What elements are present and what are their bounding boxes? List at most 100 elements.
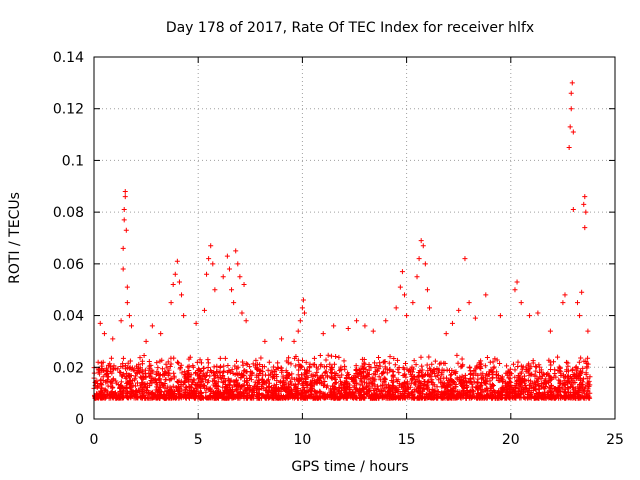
data-point — [241, 282, 247, 288]
data-point — [154, 371, 160, 377]
data-point — [357, 382, 363, 388]
data-point — [396, 370, 402, 376]
data-point — [395, 357, 401, 363]
data-point — [239, 372, 245, 378]
data-point — [408, 380, 414, 386]
data-point — [256, 387, 262, 393]
data-point — [405, 386, 411, 392]
data-point — [578, 355, 584, 361]
data-point — [448, 377, 454, 383]
data-point — [171, 355, 177, 361]
data-point — [583, 371, 589, 377]
data-point — [218, 363, 224, 369]
data-point — [545, 370, 551, 376]
data-point — [244, 369, 250, 375]
data-point — [162, 385, 168, 391]
data-point — [404, 313, 410, 319]
data-point — [115, 381, 121, 387]
data-point — [403, 374, 409, 380]
data-point — [213, 392, 219, 398]
data-point — [496, 388, 502, 394]
data-point — [296, 367, 302, 373]
data-point — [459, 373, 465, 379]
data-point — [271, 382, 277, 388]
data-point — [517, 377, 523, 383]
data-point — [122, 194, 128, 200]
data-point — [539, 384, 545, 390]
data-point — [100, 359, 106, 365]
data-point — [262, 372, 268, 378]
data-point — [466, 300, 472, 306]
data-point — [175, 379, 181, 385]
data-point — [95, 359, 101, 365]
data-point — [181, 313, 187, 319]
data-point — [187, 392, 193, 398]
data-point — [514, 384, 520, 390]
data-point — [163, 361, 169, 367]
data-point — [328, 365, 334, 371]
data-point — [136, 361, 142, 367]
data-point — [204, 369, 210, 375]
data-point — [322, 370, 328, 376]
data-point — [336, 354, 342, 360]
data-point — [100, 368, 106, 374]
data-point — [336, 385, 342, 391]
data-point — [146, 358, 152, 364]
data-point — [579, 289, 585, 295]
data-point — [199, 379, 205, 385]
data-point — [129, 378, 135, 384]
data-point — [432, 387, 438, 393]
data-point — [304, 381, 310, 387]
y-tick-label: 0.06 — [53, 257, 84, 273]
data-point — [226, 266, 232, 272]
data-point — [564, 367, 570, 373]
data-point — [404, 366, 410, 372]
data-point — [121, 207, 127, 213]
data-point — [354, 318, 360, 324]
data-point — [375, 383, 381, 389]
data-point — [247, 372, 253, 378]
data-point — [343, 395, 349, 401]
data-point — [309, 377, 315, 383]
data-point — [488, 387, 494, 393]
data-point — [408, 371, 414, 377]
data-point — [563, 389, 569, 395]
data-point — [418, 238, 424, 244]
data-point — [159, 366, 165, 372]
data-point — [231, 379, 237, 385]
data-point — [479, 375, 485, 381]
data-point — [426, 388, 432, 394]
data-point — [552, 395, 558, 401]
data-point — [176, 279, 182, 285]
data-point — [141, 353, 147, 359]
data-point — [321, 383, 327, 389]
data-point — [524, 391, 530, 397]
data-point — [525, 367, 531, 373]
data-point — [438, 360, 444, 366]
data-point — [107, 361, 113, 367]
data-point — [158, 331, 164, 337]
data-point — [96, 371, 102, 377]
data-point — [504, 389, 510, 395]
data-point — [562, 292, 568, 298]
data-point — [253, 357, 259, 363]
data-point — [147, 390, 153, 396]
data-point — [422, 261, 428, 267]
data-point — [586, 394, 592, 400]
data-point — [222, 389, 228, 395]
data-point — [465, 378, 471, 384]
data-point — [331, 386, 337, 392]
data-point — [187, 354, 193, 360]
data-point — [201, 371, 207, 377]
data-point — [210, 261, 216, 267]
data-point — [514, 279, 520, 285]
data-point — [521, 394, 527, 400]
data-point — [118, 369, 124, 375]
data-point — [389, 377, 395, 383]
data-point — [196, 367, 202, 373]
data-point — [575, 394, 581, 400]
data-point — [386, 393, 392, 399]
data-point — [126, 373, 132, 379]
data-point — [583, 359, 589, 365]
data-point — [571, 387, 577, 393]
